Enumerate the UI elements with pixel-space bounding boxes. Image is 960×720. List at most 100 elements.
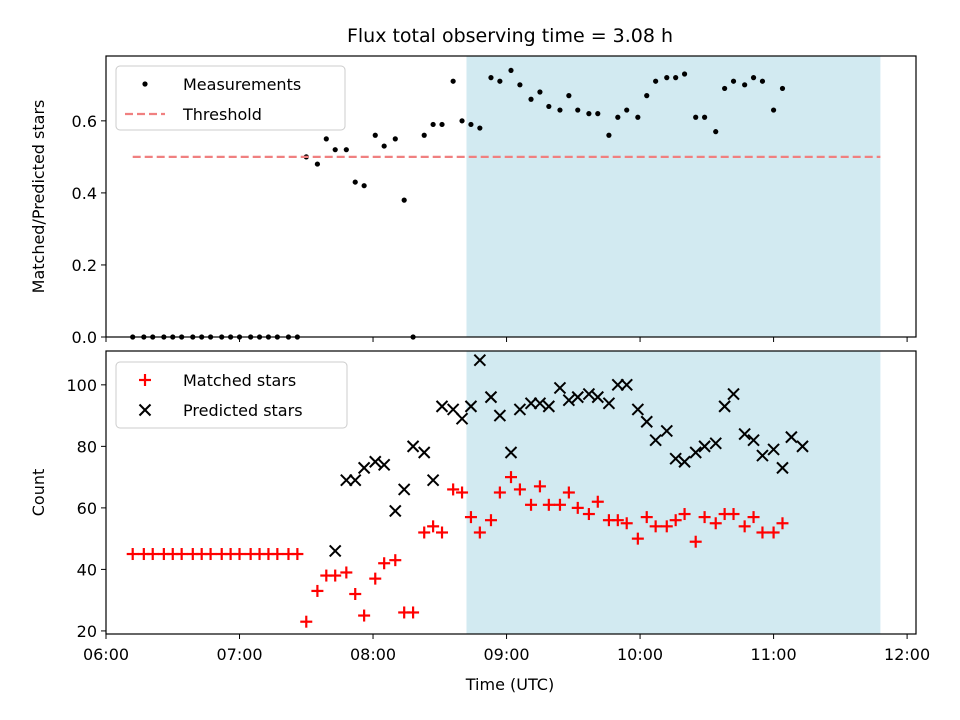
panel2-data-point (175, 548, 188, 561)
panel2-data-point (533, 397, 547, 410)
panel2-data-point (689, 446, 702, 459)
panel1-data-point (750, 75, 757, 81)
panel1-data-point (644, 93, 650, 99)
panel2-data-point (426, 473, 440, 487)
panel2-data-point (473, 526, 486, 539)
panel1-data-point (770, 107, 777, 113)
panel1-data-point (557, 107, 563, 113)
panel2-data-point (340, 566, 353, 579)
panel2-data-point (349, 473, 362, 487)
panel2-series-1 (126, 471, 789, 628)
panel1-data-point (352, 179, 358, 185)
panel2-data-point (455, 412, 469, 425)
panel2-data-point (553, 381, 567, 395)
panel2-data-point (456, 486, 469, 499)
panel2-data-point (349, 588, 362, 601)
panel1-legend-label: Measurements (183, 75, 301, 94)
panel2-data-point (418, 446, 431, 459)
panel2-data-point (602, 397, 616, 410)
panel1-data-point (392, 136, 398, 142)
x-tick-label: 12:00 (884, 645, 930, 664)
panel1-y-tick-label: 0.4 (72, 184, 97, 203)
panel2-data-point (738, 520, 751, 533)
panel1-data-point (693, 114, 699, 120)
x-tick-label: 07:00 (216, 645, 262, 664)
panel2-data-point (436, 526, 449, 539)
panel2-data-point (369, 455, 382, 468)
panel2-data-point (524, 397, 538, 410)
panel2-data-point (611, 378, 625, 392)
panel2-y-tick-label: 20 (77, 622, 97, 641)
panel2-legend-label: Predicted stars (183, 401, 303, 420)
panel1-data-point (468, 121, 474, 128)
panel2-data-point (505, 471, 517, 484)
panel2-data-point (591, 495, 604, 508)
panel2-data-point (669, 514, 682, 527)
panel2-data-point (649, 433, 662, 447)
panel1-data-point (343, 147, 349, 153)
panel2-data-point (397, 483, 411, 496)
panel-counts: 20 40 60 80 100 06:00 07:00 08:00 09:00 10:00 11:0… (29, 350, 930, 664)
panel2-data-point (727, 387, 740, 401)
panel1-data-point (615, 114, 621, 120)
panel2-legend-box (115, 361, 348, 429)
panel1-data-point (401, 197, 407, 203)
panel1-data-point (497, 78, 503, 84)
panel2-data-point (378, 557, 391, 570)
panel2-data-point (582, 387, 596, 401)
panel2-data-point (678, 508, 691, 521)
panel1-legend-label: Threshold (182, 105, 262, 124)
panel2-data-point (796, 440, 809, 453)
panel2-data-point (582, 508, 595, 521)
panel2-y-tick-label: 100 (66, 376, 97, 395)
panel2-data-point (447, 483, 460, 496)
panel2-data-point (562, 486, 575, 499)
panel2-data-point (785, 430, 798, 444)
chart-title: Flux total observing time = 3.08 h (347, 25, 673, 47)
panel1-data-point (450, 78, 456, 84)
panel2-data-point (533, 480, 546, 493)
panel1-data-point (508, 67, 514, 74)
panel1-y-tick-label: 0.2 (72, 256, 97, 275)
panel2-data-point (640, 415, 653, 428)
panel2-data-point (357, 461, 371, 475)
panel1-data-point (361, 183, 367, 189)
panel1-data-point (430, 121, 436, 128)
panel1-data-point (314, 161, 321, 167)
panel1-data-point (332, 147, 338, 153)
panel1-data-point (459, 118, 465, 124)
x-tick-label: 09:00 (483, 645, 529, 664)
panel1-y-tick-label: 0.6 (72, 112, 97, 131)
panel1-data-point (528, 96, 534, 102)
panel2-data-point (756, 526, 769, 539)
panel2-data-point (767, 443, 780, 456)
panel2-data-point (562, 394, 576, 407)
panel2-data-point (389, 504, 402, 518)
panel2-data-point (493, 486, 506, 499)
panel2-legend-label: Matched stars (183, 371, 296, 390)
panel2-axes-frame (105, 350, 917, 635)
panel2-data-point (525, 498, 538, 511)
panel1-data-point (779, 85, 786, 92)
panel2-data-point (484, 514, 497, 527)
panel2-data-point (669, 452, 682, 465)
panel2-data-point (418, 526, 431, 539)
panel2-data-point (493, 409, 507, 422)
panel2-data-point (640, 511, 653, 524)
panel2-data-point (738, 427, 751, 441)
panel2-data-point (689, 535, 702, 548)
panel2-data-point (126, 548, 139, 561)
panel1-data-point (575, 107, 581, 113)
panel1-data-point (439, 121, 445, 128)
panel2-data-point (407, 606, 420, 619)
panel2-data-point (542, 498, 555, 511)
panel2-data-point (718, 400, 731, 413)
panel1-data-point (742, 82, 748, 88)
panel2-data-point (300, 615, 313, 628)
panel1-data-point (624, 107, 630, 113)
panel2-data-point (776, 461, 789, 475)
panel2-data-point (311, 584, 324, 597)
panel2-data-point (553, 498, 566, 511)
panel2-data-point (271, 548, 284, 561)
